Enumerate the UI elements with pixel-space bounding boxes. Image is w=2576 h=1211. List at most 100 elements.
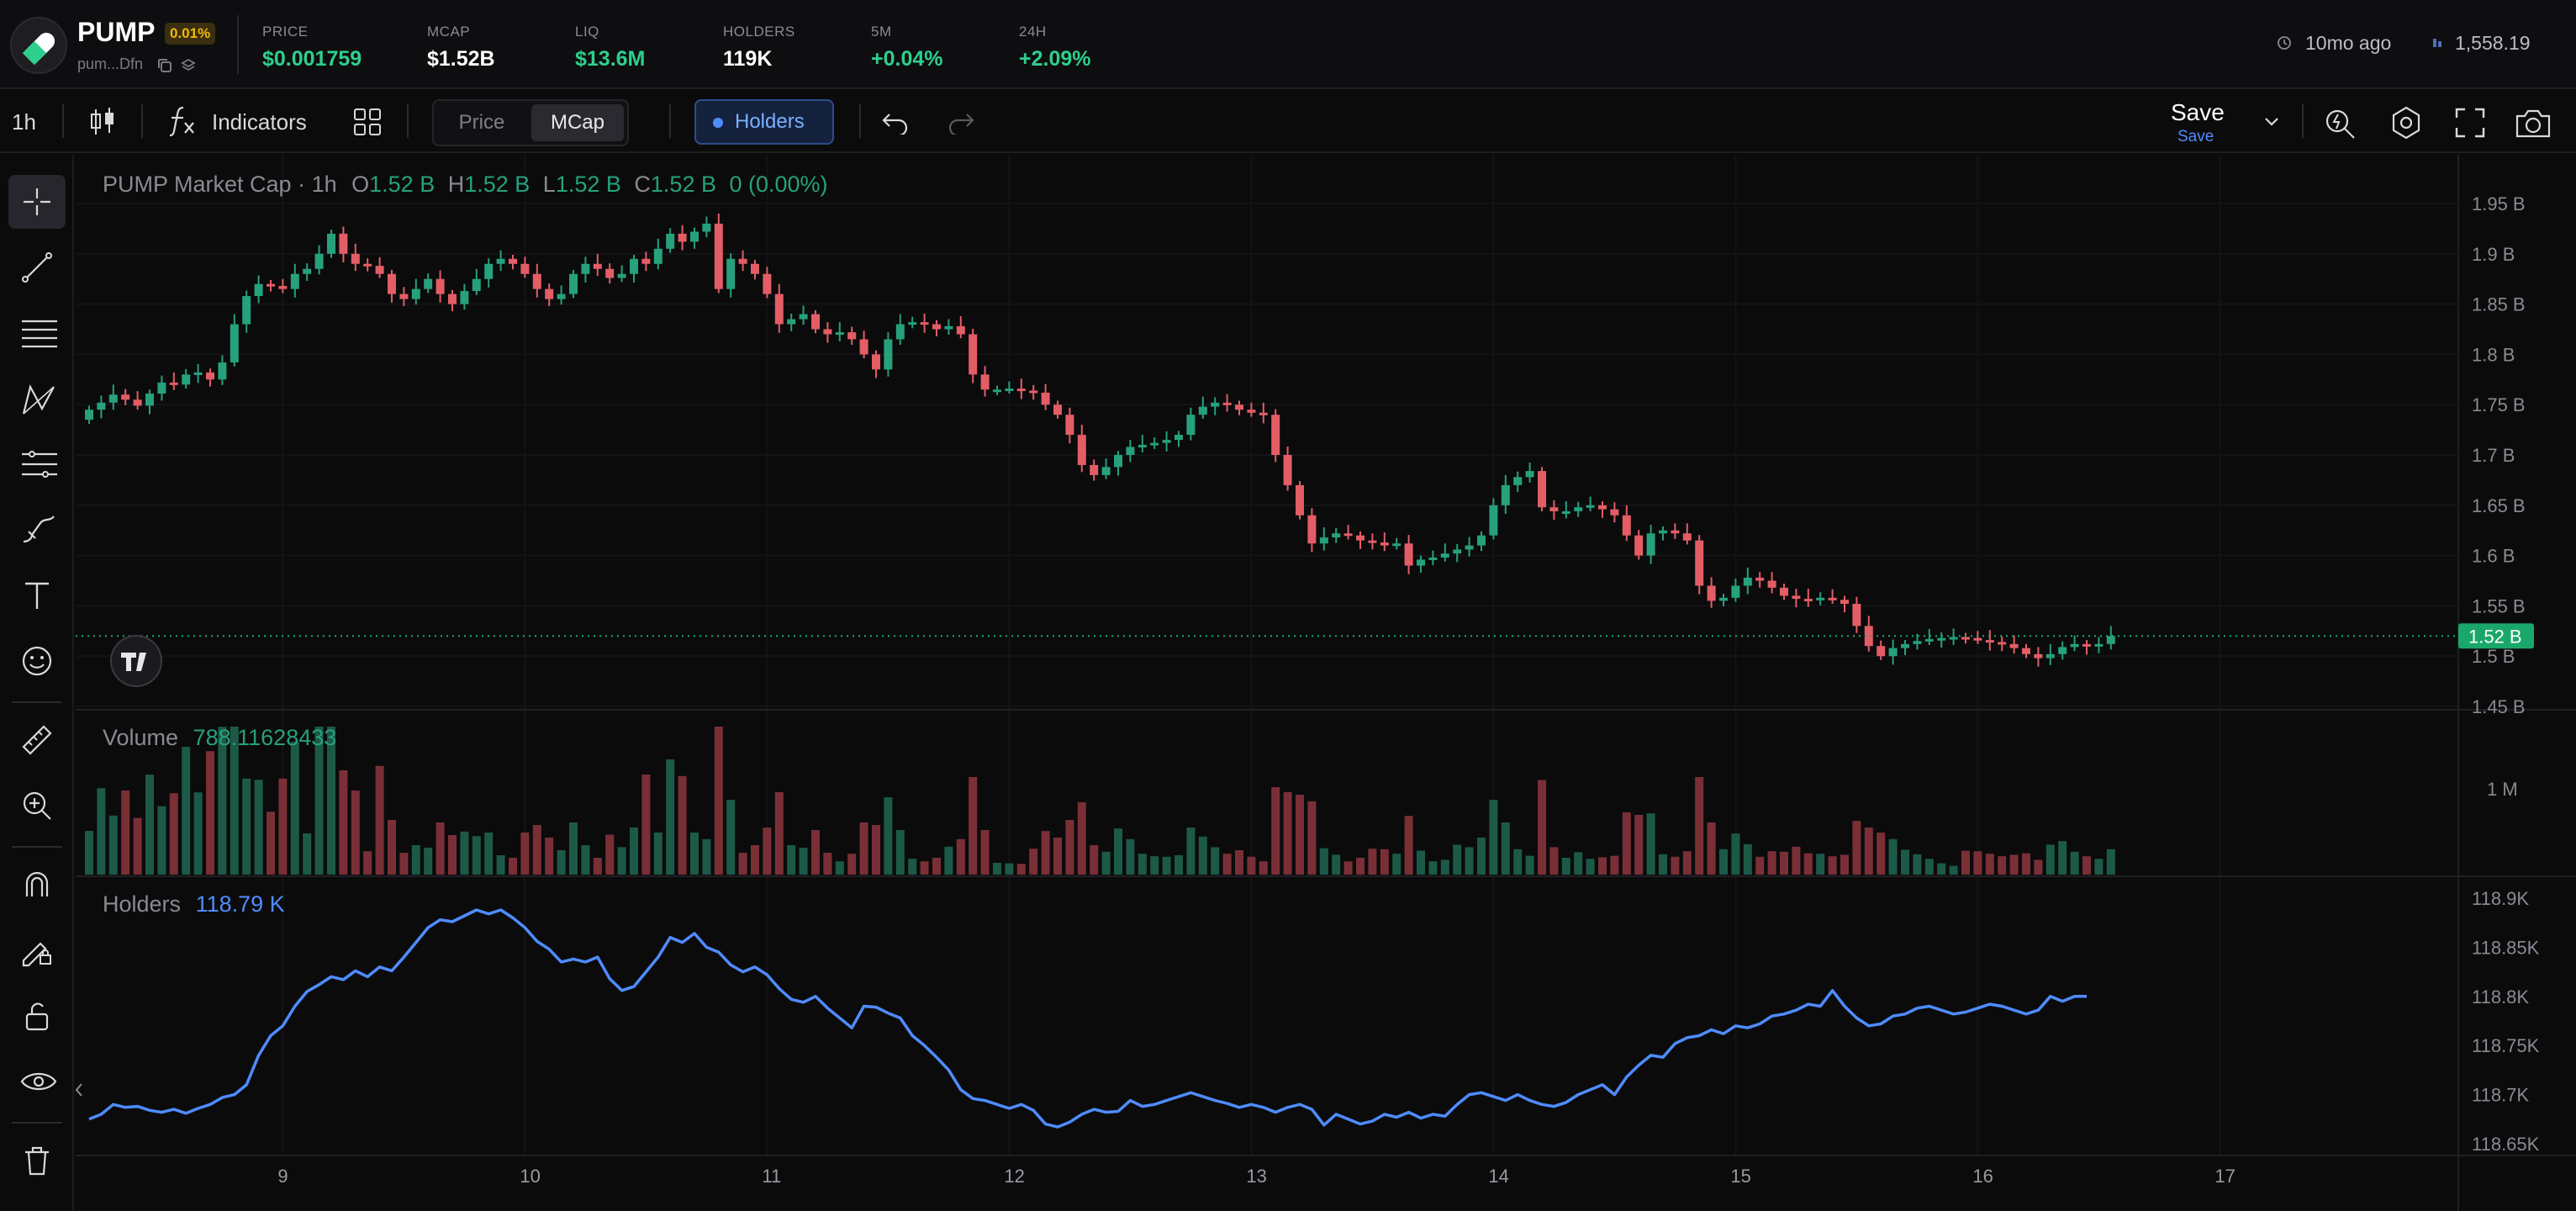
price-axis: 1.95 B 1.9 B 1.85 B 1.8 B 1.75 B 1.7 B 1.65 B 1… [2472,193,2540,1155]
fib-tool[interactable] [8,306,66,360]
candle-body [1525,471,1534,478]
visibility-tool[interactable] [8,1055,66,1108]
redo-icon[interactable] [947,111,975,135]
candle-body [1864,626,1873,647]
magnet-tool[interactable] [8,858,66,912]
candle-body [133,399,142,406]
mcap-toggle-button[interactable]: MCap [531,104,624,141]
volume-bars [85,727,2115,875]
volume-bar [2106,849,2115,875]
copy-icon[interactable] [156,57,173,74]
candle-body [218,362,227,380]
holders-toggle-button[interactable]: Holders [694,99,834,145]
candle-body [678,233,687,242]
candle-body [267,283,275,287]
brush-tool[interactable] [8,503,66,557]
volume-bar [1126,838,1135,875]
candle-body [1646,533,1655,556]
stat-label: PRICE [262,24,309,40]
camera-icon[interactable] [2514,106,2552,140]
candle-body [448,293,457,304]
candle-body [1913,641,1922,644]
holders-toggle-label: Holders [735,110,805,133]
unlock-tool[interactable] [8,989,66,1043]
volume-bar [388,820,396,875]
time-tick-label: 16 [1972,1166,1993,1187]
stat-label: 5M [871,24,892,40]
volume-bar [1114,828,1122,875]
candle-body [738,258,747,264]
candle-body [1828,597,1837,600]
volume-value: 788.11628433 [193,725,337,750]
chevron-down-icon[interactable] [2263,116,2280,128]
time-tick-label: 11 [762,1166,781,1187]
price-tick-label: 1.6 B [2472,546,2515,567]
volume-bar [1453,844,1462,875]
candle-body [1307,515,1317,544]
collapse-rail-icon[interactable] [74,1081,84,1098]
indicators-button[interactable]: Indicators [212,109,307,135]
stat-label: 24H [1019,24,1047,40]
layout-grid-icon[interactable] [353,108,382,136]
interval-button[interactable]: 1h [12,109,36,135]
candles [85,213,2115,667]
volume-bar [339,770,348,875]
volume-bar [278,778,288,875]
text-tool[interactable] [8,568,66,622]
candle-type-icon[interactable] [87,106,118,138]
candle-body [1271,415,1280,455]
measure-tool[interactable] [8,437,66,491]
stat-5m: 5M +0.04% [871,24,943,71]
candle-body [145,394,154,406]
candle-body [484,263,494,279]
undo-icon[interactable] [881,111,910,135]
candle-body [1053,405,1062,415]
crosshair-tool[interactable] [8,175,66,229]
chart-toolbar: 1h Indicators Price MCap Holders Save Sa… [0,91,2576,153]
save-button[interactable]: Save [2171,99,2225,125]
price-mcap-toggle: Price MCap [432,99,629,146]
candle-body [557,293,566,299]
volume-bar [980,830,990,875]
volume-bar [1501,822,1510,875]
candle-body [460,291,469,304]
volume-bar [545,838,554,875]
crosshair-icon [24,188,50,215]
pattern-tool[interactable] [8,372,66,426]
zoom-tool[interactable] [8,779,66,833]
quick-search-icon[interactable] [2322,104,2359,141]
candle-body [399,293,409,299]
token-address: pum...Dfn [77,56,144,72]
ohlc-value: 1.52 B [650,172,716,197]
fullscreen-icon[interactable] [2453,106,2487,140]
candle-body [1319,537,1328,544]
ruler-tool[interactable] [8,713,66,767]
emoji-tool[interactable] [8,634,66,688]
candle-body [1005,389,1014,392]
candle-body [290,273,299,289]
ohlc-value: 1.52 B [555,172,621,197]
header-divider [237,15,239,74]
price-toggle-button[interactable]: Price [458,111,505,134]
candle-body [1368,540,1377,543]
delete-tool[interactable] [8,1134,66,1187]
volume-bar [85,831,93,875]
candle-body [1755,577,1765,581]
time-tick-label: 17 [2214,1166,2235,1187]
candle-body [1888,648,1898,657]
volume-bar [2058,841,2067,875]
function-icon[interactable] [166,104,197,138]
stat-label: MCAP [427,24,471,40]
settings-gear-icon[interactable] [2388,104,2425,141]
volume-bar [823,853,832,875]
candle-body [569,273,578,294]
chart-area[interactable]: 1.95 B 1.9 B 1.85 B 1.8 B 1.75 B 1.7 B 1.65 B 1… [76,155,2576,1211]
volume-bar [738,853,747,875]
layers-icon[interactable] [180,57,197,74]
lock-drawings-tool[interactable] [8,923,66,977]
trend-line-tool[interactable] [8,241,66,294]
price-tick-label: 1.7 B [2472,445,2515,466]
candle-body [1138,445,1147,448]
volume-bar [944,846,953,875]
rail-divider [12,846,62,848]
